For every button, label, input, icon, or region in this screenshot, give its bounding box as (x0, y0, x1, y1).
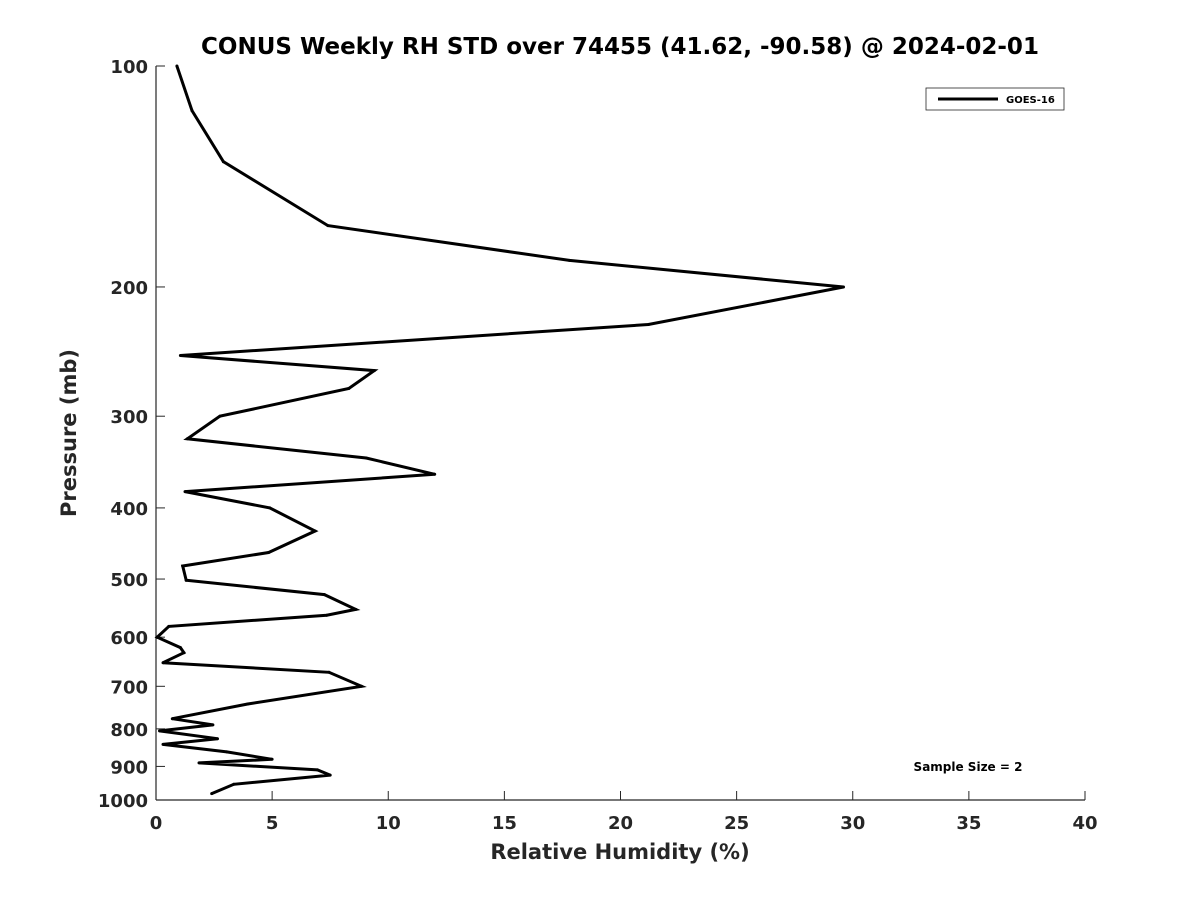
data-point (322, 593, 326, 597)
data-point (372, 369, 376, 373)
y-tick-label: 100 (110, 57, 148, 78)
x-axis-label: Relative Humidity (%) (490, 840, 749, 864)
x-ticks: 0 5 10 15 20 25 30 35 40 (150, 791, 1098, 834)
legend: GOES-16 (925, 87, 1065, 111)
data-point (246, 702, 250, 706)
x-tick-label: 40 (1072, 813, 1097, 834)
data-point (232, 782, 236, 786)
y-tick-label: 900 (110, 757, 148, 778)
data-point (221, 160, 225, 164)
data-point (268, 506, 272, 510)
x-tick-label: 20 (608, 813, 633, 834)
y-tick-label: 400 (110, 499, 148, 520)
data-point (197, 761, 201, 765)
data-point (161, 742, 165, 746)
data-point (567, 258, 571, 262)
data-point (182, 651, 186, 655)
data-point (158, 729, 161, 733)
data-point (210, 792, 214, 796)
data-point (161, 661, 165, 665)
data-point (216, 737, 219, 741)
y-tick-label: 700 (110, 677, 148, 698)
data-point (178, 646, 182, 650)
y-tick-label: 300 (110, 407, 148, 428)
data-point (190, 109, 194, 113)
y-axis-label: Pressure (mb) (57, 349, 81, 517)
data-point (326, 224, 330, 228)
x-tick-label: 35 (956, 813, 981, 834)
data-point (646, 323, 650, 326)
data-point (347, 387, 351, 390)
series-layer (154, 64, 845, 796)
data-point (225, 750, 229, 754)
data-point (433, 472, 437, 476)
data-point (270, 757, 274, 761)
chart-title: CONUS Weekly RH STD over 74455 (41.62, -… (201, 34, 1039, 60)
data-point (218, 414, 222, 418)
data-point (315, 768, 319, 772)
data-point (327, 670, 331, 674)
data-point (325, 613, 329, 617)
y-tick-label: 500 (110, 570, 148, 591)
y-ticks: 100 200 300 400 500 600 700 800 900 1000 (98, 57, 165, 812)
data-point (181, 564, 185, 568)
y-tick-label: 200 (110, 278, 148, 299)
data-point (175, 64, 179, 68)
x-tick-label: 25 (724, 813, 749, 834)
data-point (267, 551, 271, 554)
y-tick-label: 800 (110, 720, 148, 741)
x-tick-label: 10 (376, 813, 401, 834)
data-point (842, 285, 845, 289)
data-point (183, 490, 187, 494)
legend-entry-goes-16: GOES-16 (1006, 95, 1055, 106)
data-point (178, 354, 182, 357)
y-tick-label: 1000 (98, 791, 148, 812)
x-tick-label: 5 (266, 813, 279, 834)
data-point (360, 684, 363, 688)
data-point (364, 456, 368, 460)
plot-background (156, 66, 1085, 800)
data-point (155, 635, 159, 639)
data-point (328, 773, 332, 777)
plot-area: 0 5 10 15 20 25 30 35 40 100 200 300 400 500 600 700 80… (98, 57, 1098, 834)
x-tick-label: 15 (492, 813, 517, 834)
data-point (184, 578, 188, 582)
data-point (211, 723, 215, 727)
data-point (354, 607, 358, 611)
sample-size-annotation: Sample Size = 2 (914, 760, 1023, 774)
data-point (170, 717, 174, 721)
data-point (185, 437, 189, 441)
y-tick-label: 600 (110, 628, 148, 649)
data-point (313, 529, 317, 533)
data-point (167, 624, 171, 628)
x-tick-label: 30 (840, 813, 865, 834)
x-tick-label: 0 (150, 813, 163, 834)
